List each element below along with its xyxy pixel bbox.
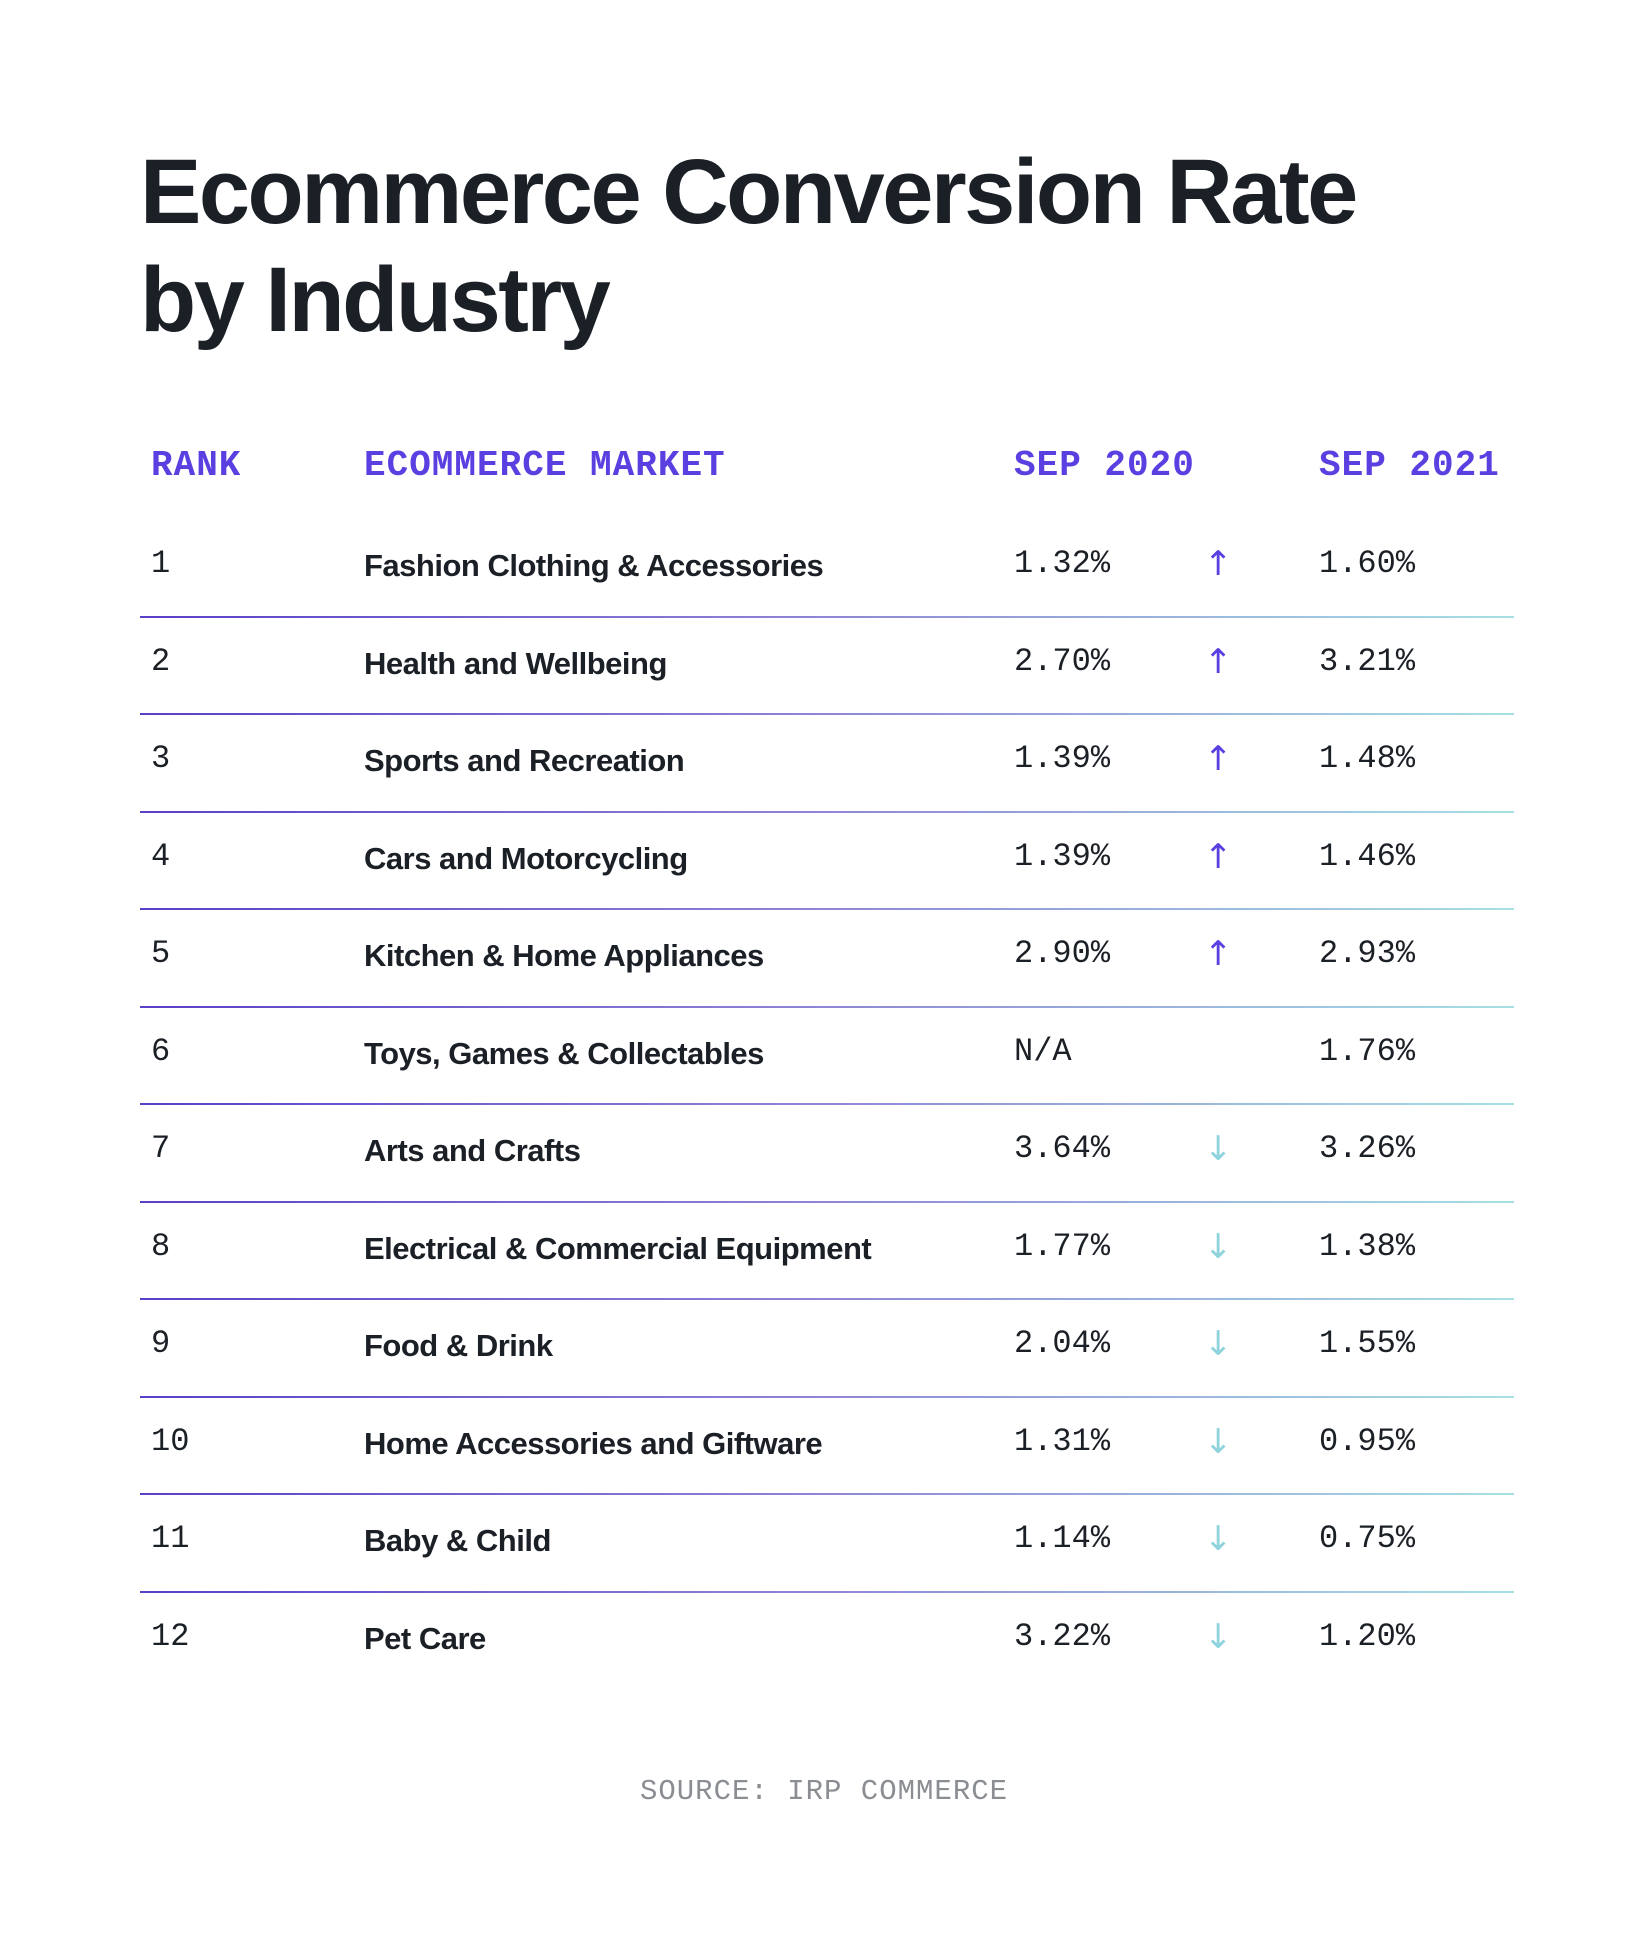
sep2021-cell: 2.93% <box>1319 935 1416 972</box>
market-cell: Food & Drink <box>364 1328 553 1363</box>
table-row: 3 Sports and Recreation 1.39% ↑ 1.48% <box>140 715 1514 813</box>
rank-cell: 12 <box>151 1617 190 1655</box>
table-row: 10 Home Accessories and Giftware 1.31% ↓ 0.9… <box>140 1398 1514 1495</box>
table-row: 4 Cars and Motorcycling 1.39% ↑ 1.46% <box>140 813 1514 910</box>
rank-cell: 5 <box>151 935 171 972</box>
title-line-2: by Industry <box>140 249 611 351</box>
arrow-up-icon: ↑ <box>1204 641 1233 682</box>
arrow-up-icon: ↑ <box>1204 934 1233 974</box>
row-divider <box>140 810 1514 813</box>
row-divider <box>140 615 1514 618</box>
row-divider <box>140 1493 1514 1495</box>
arrow-down-icon: ↓ <box>1204 1519 1233 1559</box>
row-divider <box>140 1005 1514 1008</box>
source-note: SOURCE: IRP COMMERCE <box>639 1775 1009 1808</box>
rank-cell: 3 <box>151 740 171 777</box>
page-title: Ecommerce Conversion Rate by Industry <box>140 138 1358 354</box>
rank-cell: 9 <box>151 1325 171 1362</box>
table-row: 11 Baby & Child 1.14% ↓ 0.75% <box>140 1495 1514 1593</box>
sep2021-cell: 1.48% <box>1319 740 1416 777</box>
row-divider <box>140 1395 1514 1398</box>
table-row: 7 Arts and Crafts 3.64% ↓ 3.26% <box>140 1105 1514 1203</box>
market-cell: Baby & Child <box>364 1523 551 1558</box>
sep2021-cell: 1.38% <box>1319 1227 1416 1265</box>
market-cell: Sports and Recreation <box>364 743 685 778</box>
sep2020-cell: 2.70% <box>1014 642 1111 680</box>
rank-cell: 1 <box>151 545 171 582</box>
row-divider <box>140 1590 1514 1593</box>
row-divider <box>140 908 1514 910</box>
arrow-up-icon: ↑ <box>1204 836 1233 877</box>
header-market: ECOMMERCE MARKET <box>364 445 726 486</box>
header-sep2021: SEP 2021 <box>1319 445 1500 486</box>
title-line-1: Ecommerce Conversion Rate <box>140 141 1358 243</box>
row-divider <box>140 1103 1514 1105</box>
rank-cell: 10 <box>151 1422 190 1460</box>
sep2021-cell: 1.55% <box>1319 1325 1416 1362</box>
sep2021-cell: 1.20% <box>1319 1617 1416 1655</box>
arrow-down-icon: ↓ <box>1204 1421 1233 1462</box>
table-row: 9 Food & Drink 2.04% ↓ 1.55% <box>140 1300 1514 1398</box>
sep2021-cell: 0.95% <box>1319 1422 1416 1460</box>
rank-cell: 7 <box>151 1130 171 1167</box>
sep2020-cell: 1.32% <box>1014 545 1111 582</box>
sep2020-cell: 1.31% <box>1014 1422 1111 1460</box>
sep2021-cell: 1.60% <box>1319 545 1416 582</box>
market-cell: Home Accessories and Giftware <box>364 1425 823 1461</box>
sep2021-cell: 0.75% <box>1319 1520 1416 1557</box>
table-row: 1 Fashion Clothing & Accessories 1.32% ↑ 1.6… <box>140 520 1514 618</box>
sep2021-cell: 1.46% <box>1319 837 1416 875</box>
sep2021-cell: 1.76% <box>1319 1032 1416 1070</box>
rank-cell: 6 <box>151 1032 171 1070</box>
arrow-down-icon: ↓ <box>1204 1129 1233 1169</box>
sep2020-cell: 1.39% <box>1014 837 1111 875</box>
market-cell: Cars and Motorcycling <box>364 840 688 876</box>
arrow-down-icon: ↓ <box>1204 1226 1233 1267</box>
arrow-down-icon: ↓ <box>1204 1324 1233 1364</box>
sep2020-cell: 1.14% <box>1014 1520 1111 1557</box>
table-row: 2 Health and Wellbeing 2.70% ↑ 3.21% <box>140 618 1514 715</box>
arrow-up-icon: ↑ <box>1204 544 1233 584</box>
header-rank: RANK <box>151 445 242 486</box>
sep2020-cell: 3.22% <box>1014 1617 1111 1655</box>
sep2020-cell: 2.90% <box>1014 935 1111 972</box>
sep2020-cell: 1.77% <box>1014 1227 1111 1265</box>
sep2021-cell: 3.21% <box>1319 642 1416 680</box>
arrow-down-icon: ↓ <box>1204 1616 1233 1657</box>
market-cell: Health and Wellbeing <box>364 645 667 681</box>
table-row: 8 Electrical & Commercial Equipment 1.77% ↓… <box>140 1203 1514 1300</box>
market-cell: Toys, Games & Collectables <box>364 1035 764 1071</box>
rank-cell: 4 <box>151 837 171 875</box>
market-cell: Fashion Clothing & Accessories <box>364 548 824 583</box>
sep2020-cell: N/A <box>1014 1032 1072 1070</box>
table-row: 5 Kitchen & Home Appliances 2.90% ↑ 2.93% <box>140 910 1514 1008</box>
sep2020-cell: 1.39% <box>1014 740 1111 777</box>
header-sep2020: SEP 2020 <box>1014 445 1195 486</box>
market-cell: Arts and Crafts <box>364 1133 581 1168</box>
market-cell: Electrical & Commercial Equipment <box>364 1230 872 1266</box>
sep2020-cell: 2.04% <box>1014 1325 1111 1362</box>
rank-cell: 2 <box>151 642 171 680</box>
table-row: 12 Pet Care 3.22% ↓ 1.20% <box>140 1593 1514 1691</box>
market-cell: Kitchen & Home Appliances <box>364 938 764 973</box>
row-divider <box>140 713 1514 715</box>
rank-cell: 8 <box>151 1227 171 1265</box>
market-cell: Pet Care <box>364 1620 486 1656</box>
rank-cell: 11 <box>151 1520 190 1557</box>
sep2020-cell: 3.64% <box>1014 1130 1111 1167</box>
arrow-up-icon: ↑ <box>1204 739 1233 779</box>
table-row: 6 Toys, Games & Collectables N/A 1.76% <box>140 1008 1514 1105</box>
sep2021-cell: 3.26% <box>1319 1130 1416 1167</box>
row-divider <box>140 1298 1514 1300</box>
row-divider <box>140 1200 1514 1203</box>
